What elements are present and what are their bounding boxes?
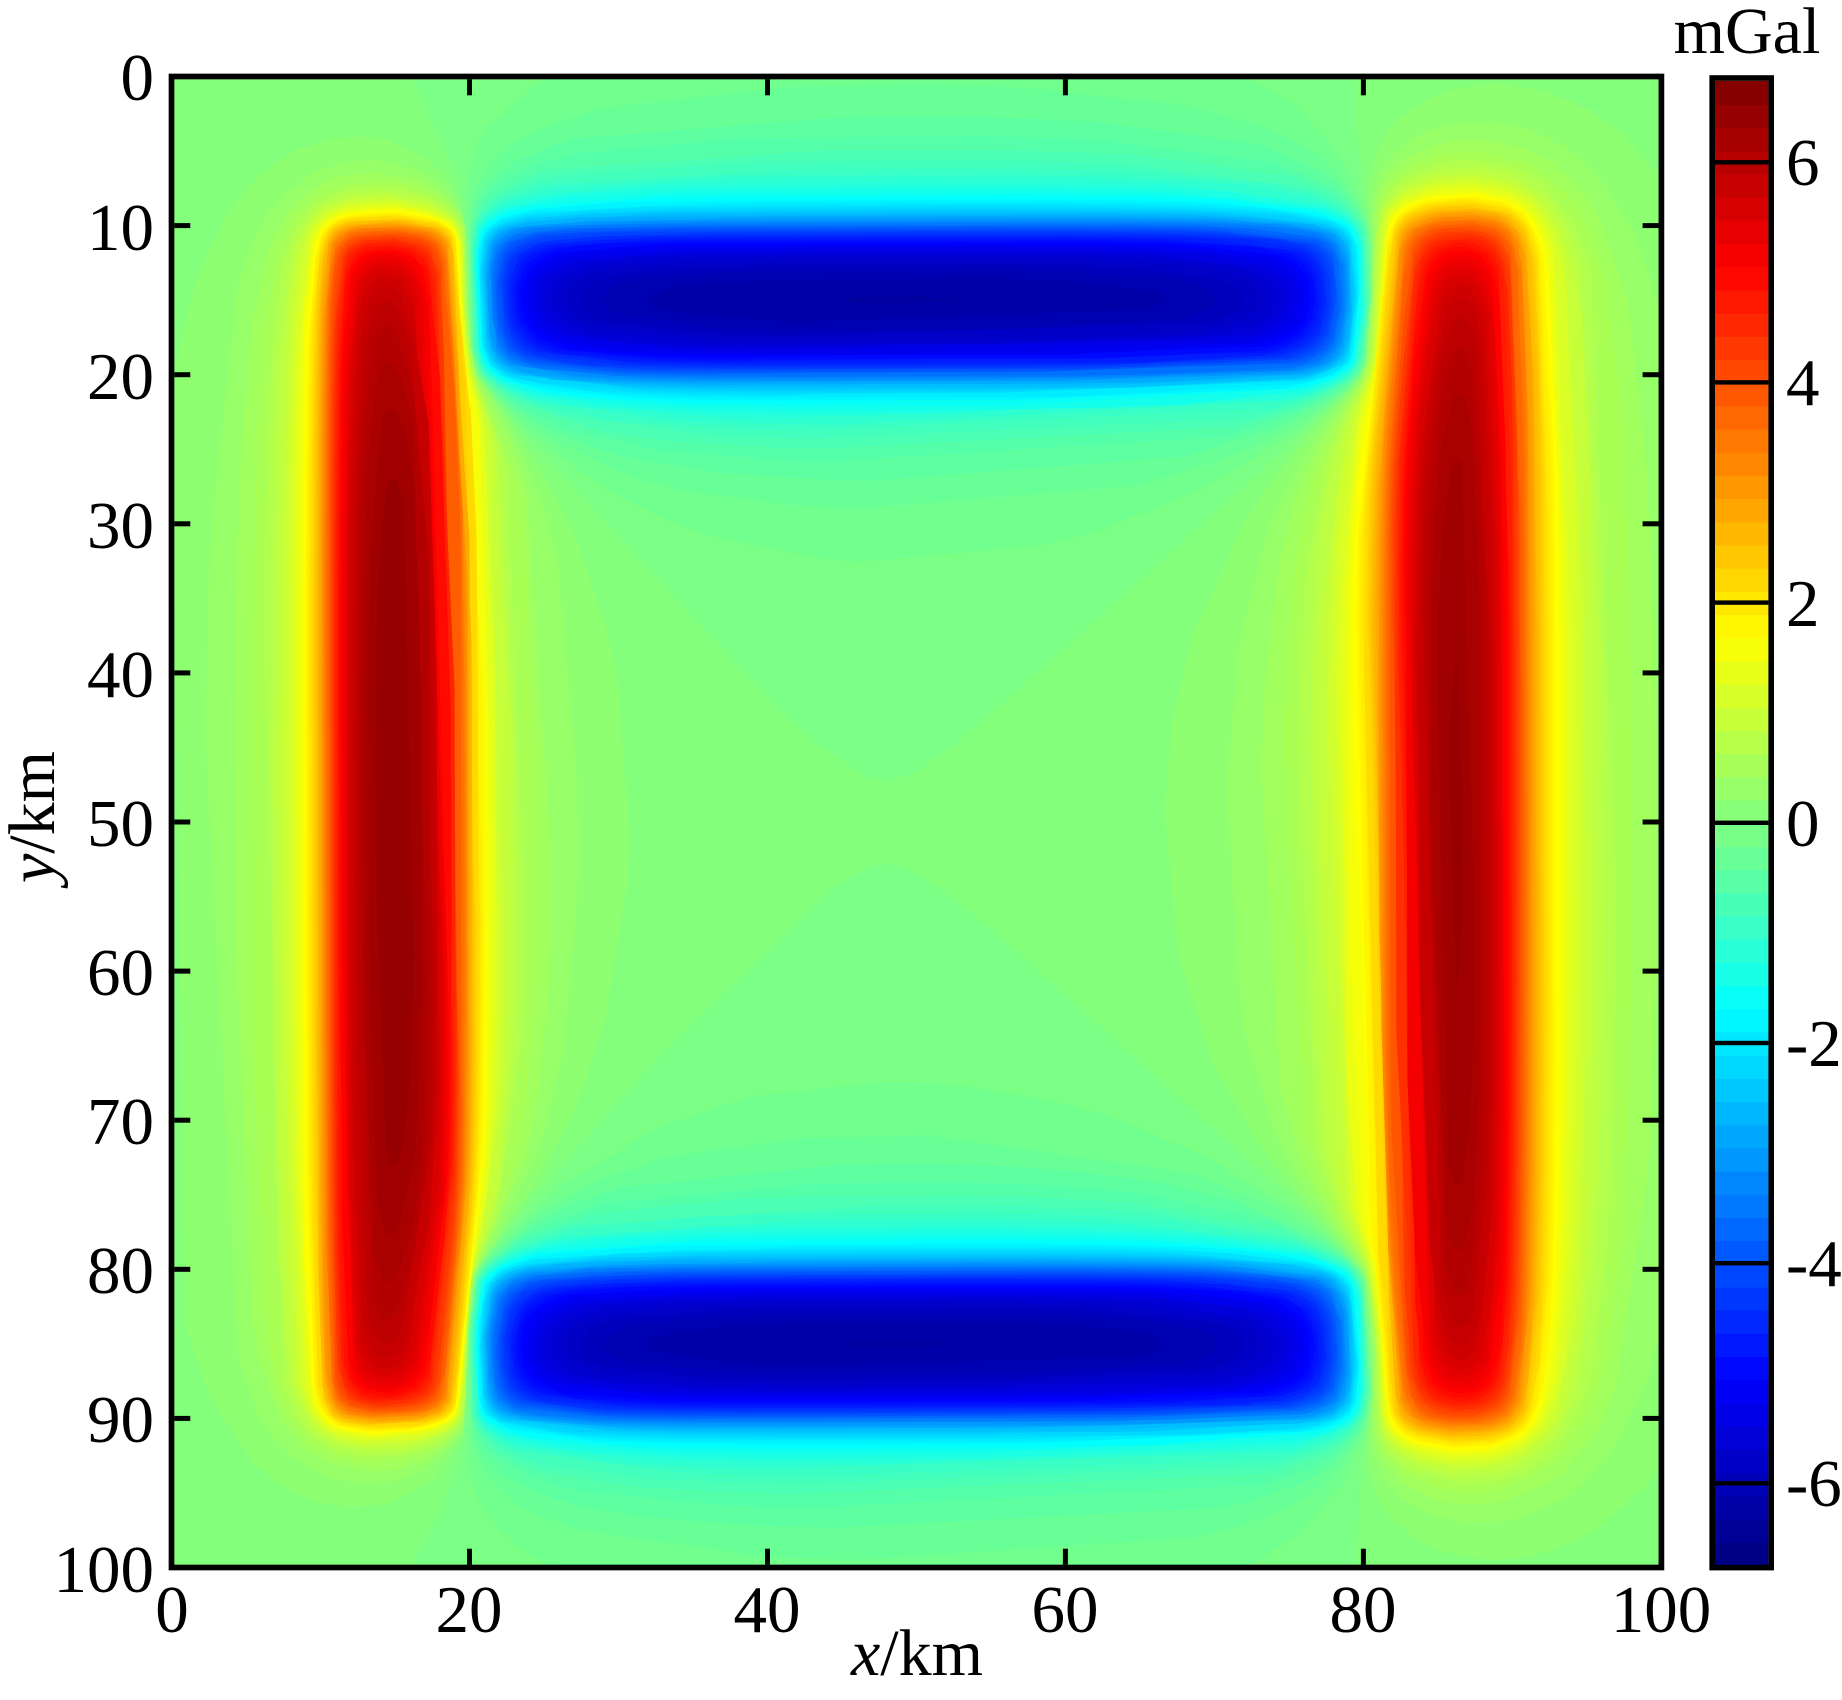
svg-text:0: 0 xyxy=(1786,787,1820,861)
svg-text:0: 0 xyxy=(155,1573,189,1647)
svg-text:40: 40 xyxy=(87,638,154,712)
svg-text:2: 2 xyxy=(1786,567,1820,641)
svg-text:60: 60 xyxy=(1032,1573,1099,1647)
svg-text:x/km: x/km xyxy=(850,1617,983,1690)
svg-text:80: 80 xyxy=(87,1234,154,1308)
svg-text:-6: -6 xyxy=(1786,1447,1842,1521)
svg-text:0: 0 xyxy=(121,41,155,115)
svg-text:20: 20 xyxy=(87,340,154,414)
svg-text:30: 30 xyxy=(87,489,154,563)
svg-text:mGal: mGal xyxy=(1674,0,1821,68)
svg-text:-4: -4 xyxy=(1786,1227,1842,1301)
svg-text:20: 20 xyxy=(436,1573,503,1647)
svg-text:60: 60 xyxy=(87,936,154,1010)
svg-text:70: 70 xyxy=(87,1085,154,1159)
svg-text:40: 40 xyxy=(734,1573,801,1647)
svg-text:6: 6 xyxy=(1786,126,1820,200)
svg-text:-2: -2 xyxy=(1786,1007,1842,1081)
svg-text:100: 100 xyxy=(1611,1573,1712,1647)
svg-text:y/km: y/km xyxy=(0,751,69,889)
svg-text:4: 4 xyxy=(1786,346,1820,420)
svg-text:10: 10 xyxy=(87,191,154,265)
svg-text:100: 100 xyxy=(54,1533,155,1607)
svg-text:90: 90 xyxy=(87,1383,154,1457)
svg-text:50: 50 xyxy=(87,787,154,861)
svg-text:80: 80 xyxy=(1330,1573,1397,1647)
